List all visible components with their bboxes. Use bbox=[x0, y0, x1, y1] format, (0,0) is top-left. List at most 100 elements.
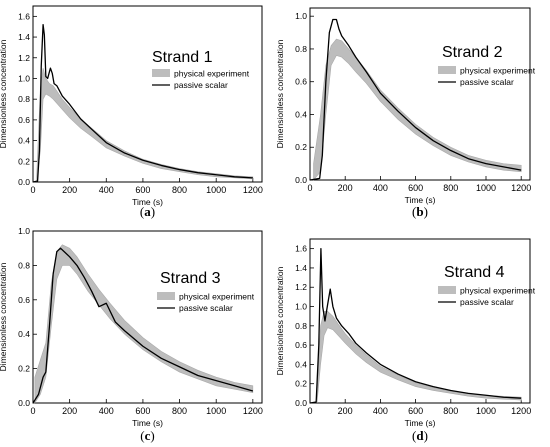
panel-label: (b) bbox=[412, 204, 428, 219]
y-tick-label: 0.6 bbox=[295, 340, 307, 350]
x-tick-label: 600 bbox=[408, 406, 423, 416]
y-tick-label: 1.6 bbox=[295, 244, 307, 254]
x-tick-label: 800 bbox=[172, 406, 187, 416]
y-tick-label: 1.0 bbox=[18, 73, 30, 83]
y-tick-label: 1.0 bbox=[18, 226, 30, 236]
y-tick-label: 0.2 bbox=[18, 156, 30, 166]
chart-panel-1: 0 200 400 600 800 1000 1200 0.0 0.2 0.4 0.6 0.8 1.0 1… bbox=[0, 5, 263, 219]
x-tick-label: 600 bbox=[135, 185, 150, 195]
y-tick-label: 0.8 bbox=[18, 260, 30, 270]
x-tick-label: 400 bbox=[99, 185, 114, 195]
y-tick-label: 0.6 bbox=[295, 77, 307, 87]
y-tick-label: 0.8 bbox=[18, 94, 30, 104]
y-tick-label: 1.0 bbox=[295, 302, 307, 312]
x-tick-label: 800 bbox=[172, 185, 187, 195]
legend-swatch-physical-experiment bbox=[152, 69, 170, 77]
x-tick-label: 1000 bbox=[476, 183, 496, 193]
x-tick-label: 800 bbox=[443, 406, 458, 416]
x-tick-label: 200 bbox=[338, 183, 353, 193]
y-tick-label: 1.0 bbox=[295, 11, 307, 21]
y-axis-label: Dimensionless concentration bbox=[275, 266, 285, 375]
x-tick-label: 400 bbox=[99, 406, 114, 416]
legend-label-passive-scalar: passive scalar bbox=[179, 303, 233, 313]
x-tick-label: 0 bbox=[307, 183, 312, 193]
plot-frame bbox=[32, 230, 263, 404]
y-tick-label: 0.8 bbox=[295, 44, 307, 54]
y-tick-label: 0.4 bbox=[18, 136, 30, 146]
y-tick-label: 1.6 bbox=[18, 11, 30, 21]
x-tick-label: 600 bbox=[135, 406, 150, 416]
x-tick-label: 0 bbox=[307, 406, 312, 416]
chart-panel-3: 0 200 400 600 800 1000 1200 0.0 0.2 0.4 0.6 0.8 1.0 T… bbox=[0, 226, 263, 443]
y-tick-label: 0.0 bbox=[295, 398, 307, 408]
chart-title: Strand 3 bbox=[160, 270, 221, 287]
series-passive-scalar-line bbox=[32, 23, 253, 183]
chart-panel-4: 0 200 400 600 800 1000 1200 0.0 0.2 0.4 0.6 0.8 1.0 1… bbox=[275, 238, 536, 443]
y-tick-label: 1.2 bbox=[295, 282, 307, 292]
x-tick-label: 400 bbox=[373, 406, 388, 416]
x-tick-label: 600 bbox=[408, 183, 423, 193]
legend-swatch-physical-experiment bbox=[438, 66, 456, 74]
y-tick-label: 1.4 bbox=[295, 263, 307, 273]
x-tick-label: 800 bbox=[443, 183, 458, 193]
y-tick-label: 0.8 bbox=[295, 321, 307, 331]
y-tick-label: 0.0 bbox=[295, 175, 307, 185]
series-passive-scalar-line bbox=[309, 247, 522, 404]
x-axis-label: Time (s) bbox=[405, 195, 436, 205]
x-tick-label: 1200 bbox=[243, 185, 263, 195]
y-tick-label: 1.4 bbox=[18, 32, 30, 42]
series-physical-experiment-band bbox=[34, 244, 254, 405]
panel-label: (d) bbox=[412, 428, 428, 443]
y-tick-label: 0.4 bbox=[18, 329, 30, 339]
y-tick-label: 0.2 bbox=[18, 364, 30, 374]
x-tick-label: 1200 bbox=[511, 183, 531, 193]
x-tick-label: 0 bbox=[30, 406, 35, 416]
plot-frame bbox=[32, 5, 263, 183]
x-tick-label: 0 bbox=[30, 185, 35, 195]
legend-label-passive-scalar: passive scalar bbox=[460, 297, 514, 307]
y-tick-label: 0.2 bbox=[295, 142, 307, 152]
x-tick-label: 200 bbox=[62, 406, 77, 416]
y-tick-label: 0.2 bbox=[295, 379, 307, 389]
series-physical-experiment-band bbox=[313, 38, 522, 181]
x-axis-label: Time (s) bbox=[132, 197, 163, 207]
legend-label-physical-experiment: physical experiment bbox=[460, 286, 536, 296]
x-tick-label: 200 bbox=[338, 406, 353, 416]
x-tick-label: 1000 bbox=[206, 185, 226, 195]
series-physical-experiment-band bbox=[316, 311, 522, 404]
x-tick-label: 200 bbox=[62, 185, 77, 195]
y-tick-label: 0.6 bbox=[18, 115, 30, 125]
y-axis-label: Dimensionless concentration bbox=[0, 262, 8, 371]
chart-title: Strand 1 bbox=[152, 49, 213, 66]
y-axis-label: Dimensionless concentration bbox=[0, 39, 8, 148]
plot-frame bbox=[309, 7, 531, 181]
legend-label-passive-scalar: passive scalar bbox=[174, 80, 228, 90]
legend-swatch-physical-experiment bbox=[157, 292, 175, 300]
legend-label-physical-experiment: physical experiment bbox=[174, 69, 250, 79]
y-tick-label: 0.4 bbox=[295, 359, 307, 369]
y-tick-label: 0.6 bbox=[18, 295, 30, 305]
x-axis-label: Time (s) bbox=[405, 418, 436, 428]
plot-frame bbox=[309, 238, 531, 404]
chart-panel-2: 0 200 400 600 800 1000 1200 0.0 0.2 0.4 0.6 0.8 1.0 T… bbox=[275, 7, 536, 219]
chart-title: Strand 4 bbox=[444, 264, 505, 281]
y-tick-label: 0.0 bbox=[18, 177, 30, 187]
y-tick-label: 0.4 bbox=[295, 109, 307, 119]
series-passive-scalar-line bbox=[32, 247, 254, 404]
legend-label-physical-experiment: physical experiment bbox=[179, 292, 255, 302]
x-tick-label: 1000 bbox=[206, 406, 226, 416]
panel-label: (a) bbox=[140, 204, 155, 219]
chart-title: Strand 2 bbox=[442, 44, 503, 61]
x-axis-label: Time (s) bbox=[132, 418, 163, 428]
y-tick-label: 1.2 bbox=[18, 53, 30, 63]
x-tick-label: 1200 bbox=[243, 406, 263, 416]
panel-label: (c) bbox=[140, 428, 154, 443]
legend-swatch-physical-experiment bbox=[438, 286, 456, 294]
legend-label-passive-scalar: passive scalar bbox=[460, 77, 514, 87]
y-tick-label: 0.0 bbox=[18, 398, 30, 408]
legend-label-physical-experiment: physical experiment bbox=[460, 66, 536, 76]
